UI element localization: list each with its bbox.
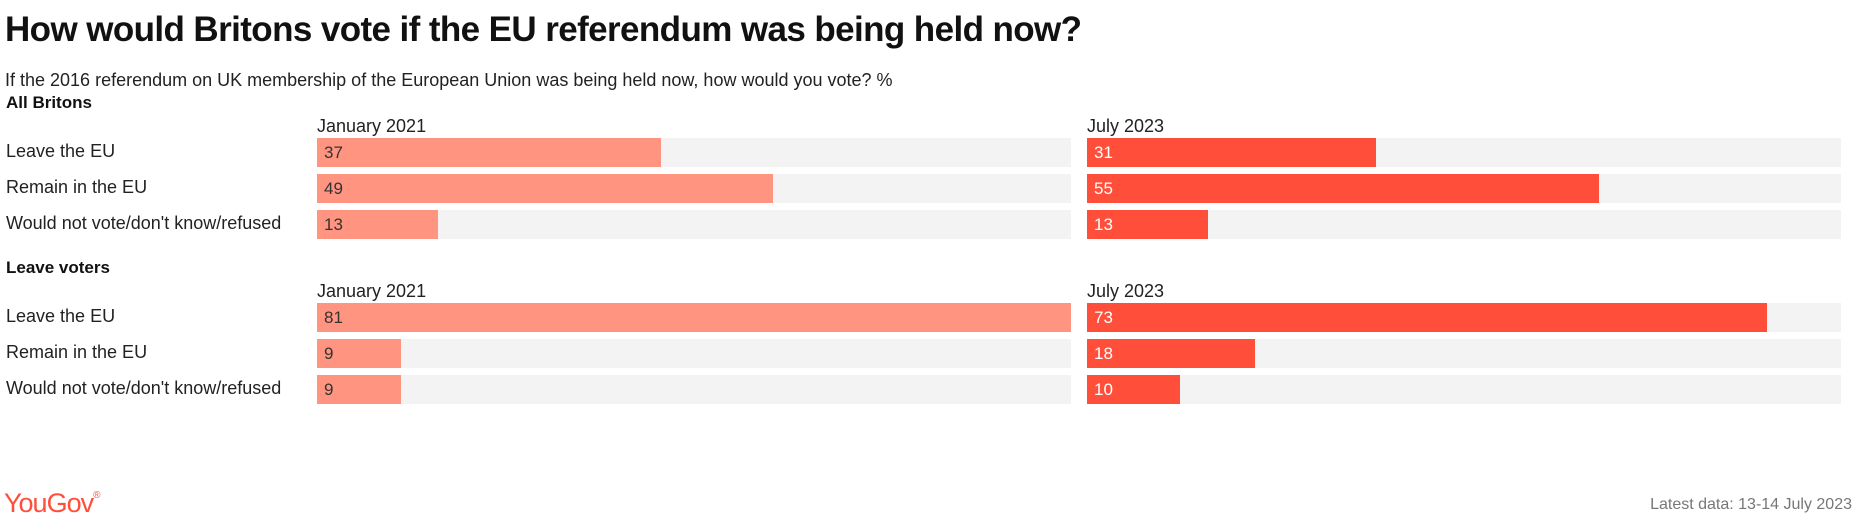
bar-track: 81 <box>317 303 1071 332</box>
bar-track: 10 <box>1087 375 1841 404</box>
bar <box>317 303 1071 332</box>
bar <box>317 174 774 203</box>
bar-value-label: 81 <box>324 308 343 327</box>
category-label: Would not vote/don't know/refused <box>6 378 282 398</box>
category-label: Leave the EU <box>6 306 116 326</box>
category-label: Remain in the EU <box>6 342 148 362</box>
bar-track: 31 <box>1087 138 1841 167</box>
bar-value-label: 13 <box>324 215 343 234</box>
category-label: Leave the EU <box>6 141 116 161</box>
bar <box>317 375 401 404</box>
bar <box>317 210 438 239</box>
yougov-logo: YouGov® <box>4 488 100 519</box>
panel-title: Leave voters <box>6 258 110 277</box>
logo-text: YouGov <box>4 488 94 518</box>
bar-value-label: 9 <box>324 344 334 363</box>
bar-track: 37 <box>317 138 1071 167</box>
bar-track: 18 <box>1087 339 1841 368</box>
bar-value-label: 9 <box>324 380 334 399</box>
bar <box>1087 303 1767 332</box>
bar <box>1087 210 1208 239</box>
bar-value-label: 18 <box>1094 344 1113 363</box>
bar-value-label: 10 <box>1094 380 1113 399</box>
bar <box>1087 339 1255 368</box>
column-header: January 2021 <box>317 281 427 301</box>
bar <box>1087 138 1376 167</box>
bar-value-label: 37 <box>324 143 343 162</box>
bar-track: 13 <box>1087 210 1841 239</box>
bar <box>317 339 401 368</box>
column-header: July 2023 <box>1087 281 1165 301</box>
bar <box>317 138 662 167</box>
chart-subtitle: If the 2016 referendum on UK membership … <box>5 70 893 90</box>
column-header: July 2023 <box>1087 116 1165 136</box>
category-label: Would not vote/don't know/refused <box>6 213 282 233</box>
bar <box>1087 375 1181 404</box>
bar-track: 9 <box>317 375 1071 404</box>
bar-value-label: 73 <box>1094 308 1113 327</box>
column-header: January 2021 <box>317 116 427 136</box>
bar-track: 13 <box>317 210 1071 239</box>
bar <box>1087 174 1599 203</box>
bar-track: 55 <box>1087 174 1841 203</box>
logo-registered-mark: ® <box>93 490 101 501</box>
bar-value-label: 55 <box>1094 179 1113 198</box>
bar-track: 73 <box>1087 303 1841 332</box>
bar-value-label: 49 <box>324 179 343 198</box>
bar-value-label: 31 <box>1094 143 1113 162</box>
panel-title: All Britons <box>6 93 92 112</box>
bar-track: 9 <box>317 339 1071 368</box>
chart-title: How would Britons vote if the EU referen… <box>5 10 1082 49</box>
bar-track: 49 <box>317 174 1071 203</box>
category-label: Remain in the EU <box>6 177 148 197</box>
latest-data-note: Latest data: 13-14 July 2023 <box>1650 496 1852 513</box>
bar-value-label: 13 <box>1094 215 1113 234</box>
